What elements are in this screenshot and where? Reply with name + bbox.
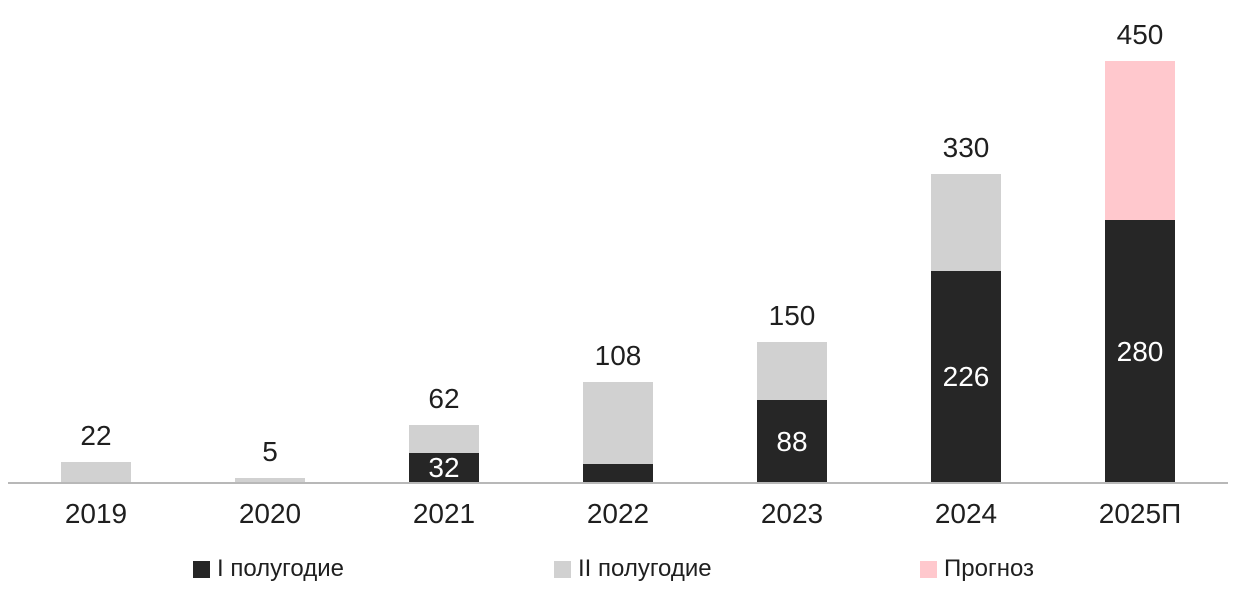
bar-segment-2024-series1 — [931, 173, 1001, 272]
x-axis-label-2020: 2020 — [238, 498, 302, 529]
bar-total-value-2020: 5 — [262, 436, 278, 468]
legend-swatch-first-half-icon — [193, 560, 210, 578]
legend-item-forecast: Прогноз — [920, 555, 1034, 583]
bar-total-value-2024: 330 — [942, 131, 990, 163]
bar-segment-2021-series1 — [409, 424, 479, 453]
bar-segment-2020-series1 — [235, 478, 305, 483]
legend-swatch-second-half-icon — [554, 560, 571, 578]
bar-segment-2022-series1 — [583, 381, 653, 465]
bar-inner-value-2025П: 280 — [1116, 335, 1164, 367]
bar-total-value-2021: 62 — [428, 382, 460, 414]
x-axis-label-2024: 2024 — [934, 498, 998, 529]
legend-swatch-forecast-icon — [920, 560, 937, 578]
bar-total-value-2022: 108 — [594, 339, 642, 371]
legend-item-first-half: I полугодие — [193, 555, 344, 583]
bar-inner-value-2024: 226 — [942, 361, 990, 393]
bar-segment-2022-series0 — [583, 464, 653, 483]
x-axis-label-2023: 2023 — [760, 498, 824, 529]
bar-segment-2023-series0 — [757, 400, 827, 483]
legend-label-forecast: Прогноз — [944, 555, 1035, 582]
bar-segment-2021-series0 — [409, 453, 479, 483]
bar-inner-value-2023: 88 — [776, 425, 808, 457]
bar-segment-2023-series1 — [757, 342, 827, 401]
x-axis-label-2021: 2021 — [412, 498, 476, 529]
bar-total-value-2025П: 450 — [1116, 19, 1164, 50]
bar-segment-2024-series0 — [931, 271, 1001, 483]
x-axis-label-2019: 2019 — [64, 498, 128, 529]
bar-segment-2025П-series0 — [1105, 220, 1175, 483]
bar-segment-2025П-series2 — [1105, 61, 1175, 221]
bar-inner-value-2021: 32 — [428, 451, 460, 483]
bar-segment-2019-series1 — [61, 462, 131, 483]
legend-item-second-half: II полугодие — [554, 555, 712, 583]
x-axis-line — [8, 482, 1228, 484]
x-axis-label-2022: 2022 — [586, 498, 650, 529]
legend-label-first-half: I полугодие — [217, 555, 344, 582]
legend-label-second-half: II полугодие — [578, 555, 712, 582]
bar-total-value-2023: 150 — [768, 300, 816, 332]
bar-total-value-2019: 22 — [80, 420, 112, 452]
x-axis-label-2025П: 2025П — [1098, 498, 1182, 529]
